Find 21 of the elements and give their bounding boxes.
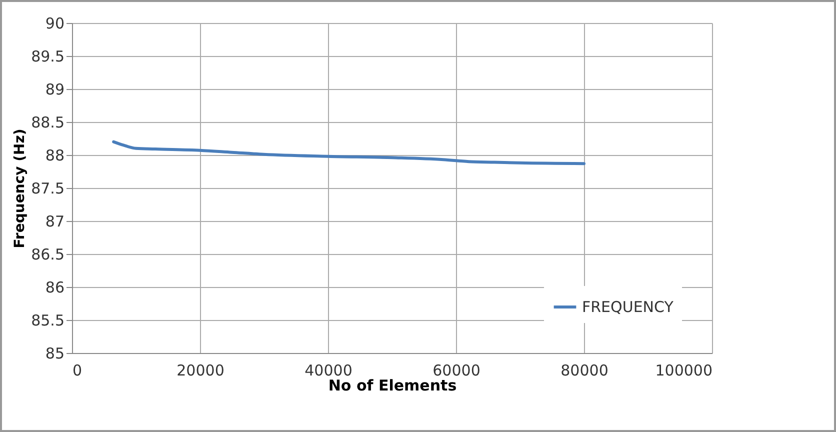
y-tick-label: 88 bbox=[45, 146, 64, 164]
y-tick-label: 85.5 bbox=[31, 312, 64, 330]
y-tick-label: 89 bbox=[45, 80, 64, 98]
y-tick-label: 86 bbox=[45, 278, 64, 296]
x-tick-label: 100000 bbox=[655, 362, 712, 380]
x-tick-label: 0 bbox=[72, 362, 82, 380]
legend-label: FREQUENCY bbox=[582, 298, 674, 316]
y-tick-label: 90 bbox=[45, 14, 64, 32]
x-axis-title: No of Elements bbox=[328, 376, 457, 394]
y-tick-label: 88.5 bbox=[31, 114, 64, 132]
y-tick-label: 85 bbox=[45, 344, 64, 362]
line-series bbox=[112, 140, 586, 166]
x-tick-label: 80000 bbox=[560, 362, 608, 380]
y-tick-label: 89.5 bbox=[31, 48, 64, 66]
y-tick-label: 86.5 bbox=[31, 246, 64, 264]
y-tick-label: 87.5 bbox=[31, 180, 64, 198]
y-axis-title: Frequency (Hz) bbox=[12, 128, 28, 248]
x-tick-label: 20000 bbox=[176, 362, 224, 380]
x-tick-label: 60000 bbox=[432, 362, 480, 380]
y-tick-label: 87 bbox=[45, 212, 64, 230]
x-tick-label: 40000 bbox=[304, 362, 352, 380]
